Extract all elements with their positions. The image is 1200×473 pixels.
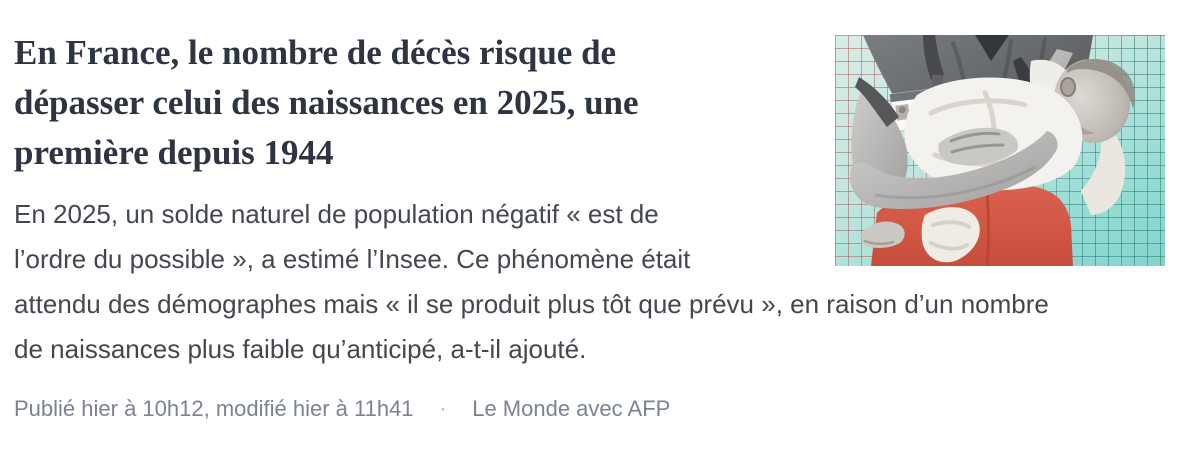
sleeve-hem	[855, 77, 899, 127]
page-title: En France, le nombre de décès risque de …	[14, 28, 639, 178]
deck-line: En 2025, un solde naturel de population …	[14, 199, 659, 229]
article-source: Le Monde avec AFP	[472, 396, 671, 421]
nurse-holding-newborn-illustration	[850, 35, 1135, 266]
article-description: En 2025, un solde naturel de population …	[14, 192, 1049, 372]
deck-line: attendu des démographes mais « il se pro…	[14, 289, 1049, 319]
separator-dot-icon: ·	[439, 398, 447, 420]
deck-line: de naissances plus faible qu’anticipé, a…	[14, 334, 587, 364]
deck-line: l’ordre du possible », a estimé l’Insee.…	[14, 244, 691, 274]
headline-line: dépasser celui des naissances en 2025, u…	[14, 83, 639, 122]
headline-line: première depuis 1944	[14, 133, 334, 172]
nurse-forearm	[850, 131, 1058, 209]
hero-image	[835, 35, 1165, 266]
nurse-hand	[938, 127, 1019, 166]
publish-date: Publié hier à 10h12, modifié hier à 11h4…	[14, 396, 414, 421]
lanyard	[923, 35, 944, 86]
blanket-drape	[1081, 131, 1126, 215]
baby-foot	[861, 221, 905, 248]
publish-info: Publié hier à 10h12, modifié hier à 11h4…	[14, 394, 670, 424]
headline-line: En France, le nombre de décès risque de	[14, 33, 617, 72]
blanket-knot	[921, 207, 980, 263]
